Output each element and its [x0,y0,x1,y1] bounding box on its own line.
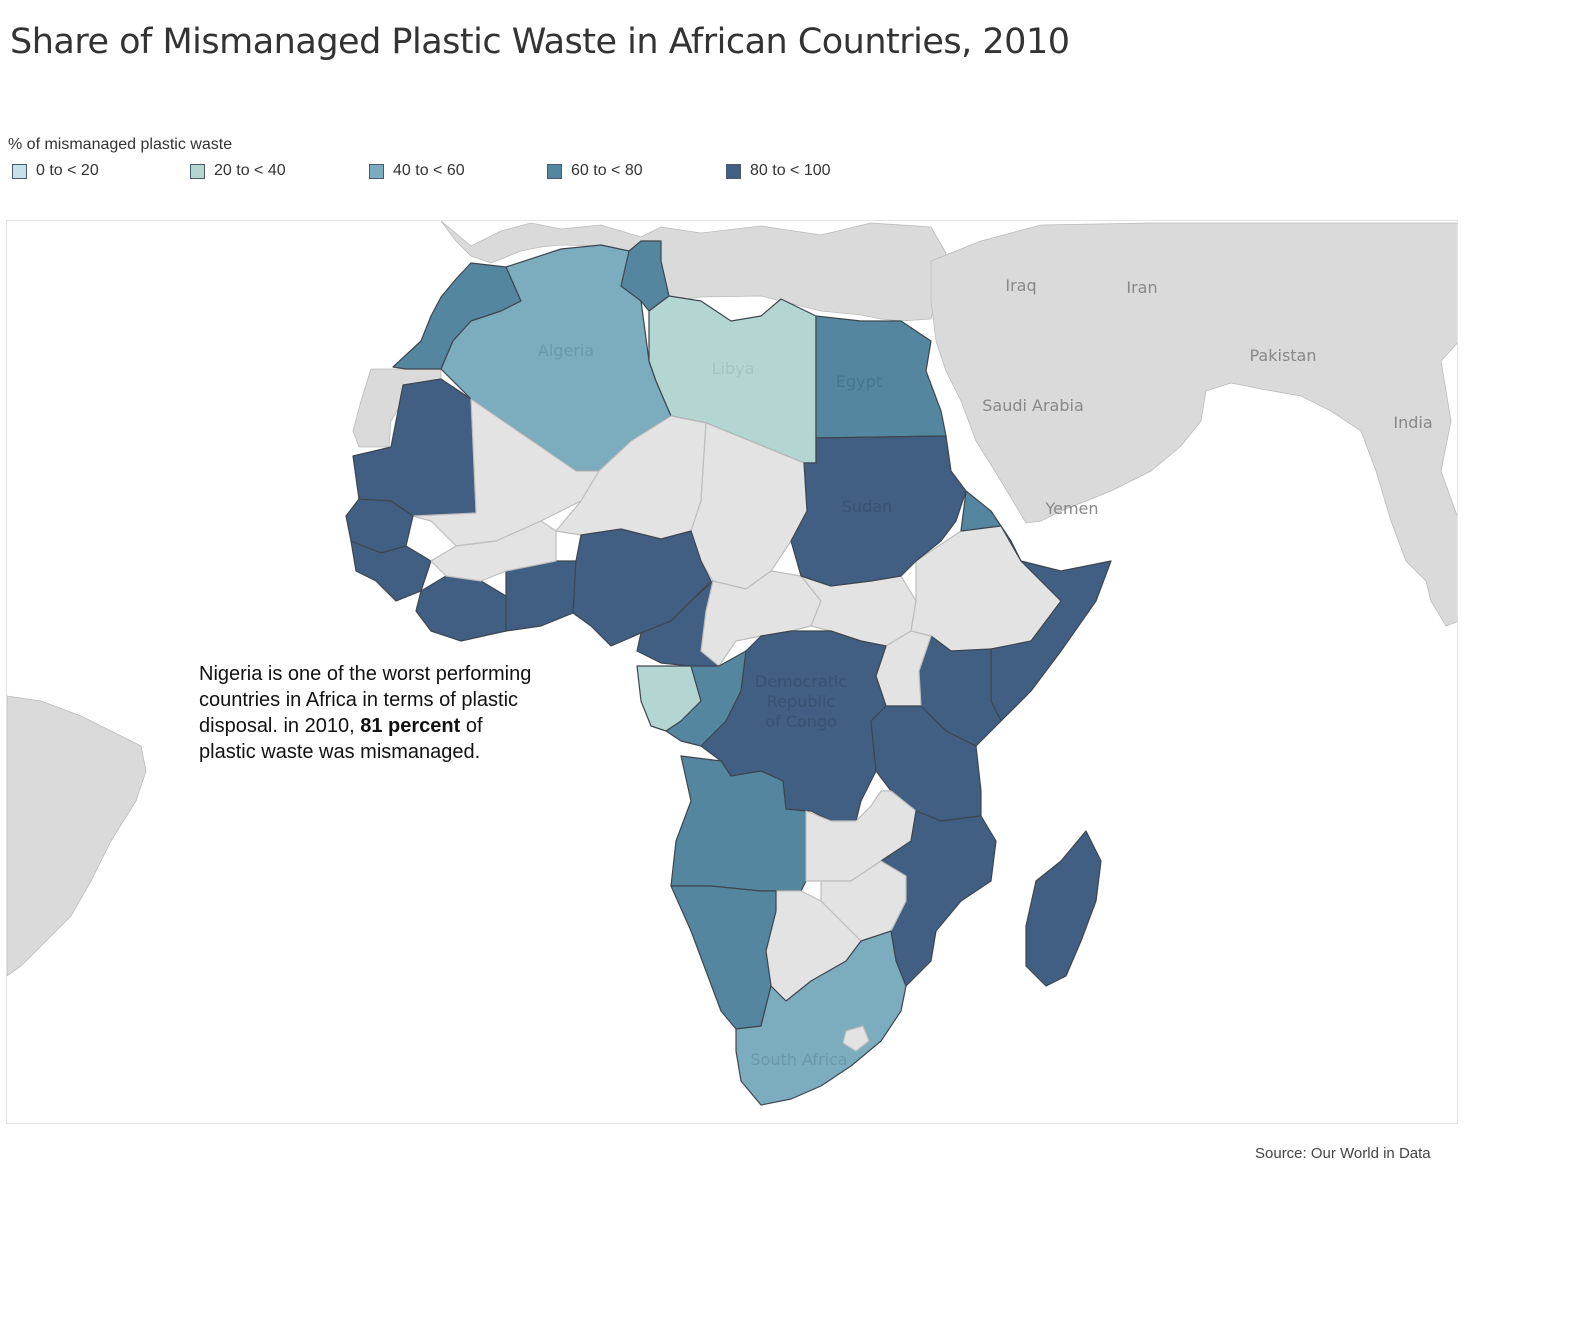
africa-map[interactable]: Algeria Libya Egypt Sudan Democratic Rep… [7,221,1458,1124]
map-labels: Algeria Libya Egypt Sudan Democratic Rep… [538,276,1433,1069]
legend-label-40-60: 40 to < 60 [393,162,465,179]
label-drc-1: Democratic [755,672,847,691]
africa-countries [345,240,1112,1106]
land-middle-east [930,222,1457,627]
label-sudan: Sudan [842,497,892,516]
label-pakistan: Pakistan [1250,346,1317,365]
nigeria-annotation: Nigeria is one of the worst performing c… [199,661,599,765]
label-algeria: Algeria [538,341,594,360]
annotation-line-3-pre: disposal. in 2010, [199,715,361,737]
label-drc-3: of Congo [765,712,837,731]
label-south-africa: South Africa [750,1050,847,1069]
country-somalia [990,560,1112,722]
legend-label-80-100: 80 to < 100 [750,162,831,179]
legend-swatch-80-100 [726,163,741,179]
legend-swatch-60-80 [547,163,562,179]
legend-item-80-100[interactable]: 80 to < 100 [726,162,831,180]
legend-label-20-40: 20 to < 40 [214,162,286,179]
legend-label-0-20: 0 to < 20 [36,162,99,179]
land-western-sahara [352,368,442,448]
country-namibia [670,885,777,1030]
legend-label-60-80: 60 to < 80 [571,162,643,179]
annotation-line-4: plastic waste was mismanaged. [199,741,481,763]
country-burkina [430,520,557,582]
country-sudan [790,435,967,587]
legend-item-60-80[interactable]: 60 to < 80 [547,162,643,180]
country-guinea [350,540,432,602]
label-india: India [1393,413,1432,432]
annotation-line-1: Nigeria is one of the worst performing [199,663,532,685]
annotation-line-2: countries in Africa in terms of plastic [199,689,519,711]
label-yemen: Yemen [1044,499,1098,518]
label-libya: Libya [712,359,755,378]
legend-item-20-40[interactable]: 20 to < 40 [190,162,286,180]
country-ivory-coast [415,575,507,642]
country-ghana-togo-benin [505,560,577,632]
country-madagascar [1025,830,1102,987]
land-europe [440,221,947,322]
outside-land [7,221,1457,977]
annotation-line-3-post: of [460,715,483,737]
country-lesotho [842,1025,870,1052]
legend-swatch-20-40 [190,163,205,179]
legend-item-0-20[interactable]: 0 to < 20 [12,162,99,180]
legend-title: % of mismanaged plastic waste [8,136,233,153]
chart-title: Share of Mismanaged Plastic Waste in Afr… [10,22,1070,62]
map-frame[interactable]: Algeria Libya Egypt Sudan Democratic Rep… [6,220,1458,1124]
land-south-america [7,695,147,977]
label-saudi-arabia: Saudi Arabia [982,396,1084,415]
legend-swatch-0-20 [12,163,27,179]
legend: % of mismanaged plastic waste 0 to < 20 … [8,136,908,184]
label-drc-2: Republic [767,692,835,711]
legend-items: 0 to < 20 20 to < 40 40 to < 60 60 to < … [8,162,908,184]
annotation-line-3: disposal. in 2010, 81 percent of [199,713,599,739]
annotation-highlight: 81 percent [360,715,461,737]
source-note: Source: Our World in Data [1255,1145,1431,1162]
label-iraq: Iraq [1005,276,1036,295]
label-iran: Iran [1126,278,1157,297]
legend-swatch-40-60 [369,163,384,179]
legend-item-40-60[interactable]: 40 to < 60 [369,162,465,180]
country-nigeria [572,528,712,647]
label-egypt: Egypt [836,372,882,391]
country-south-africa [735,930,907,1106]
